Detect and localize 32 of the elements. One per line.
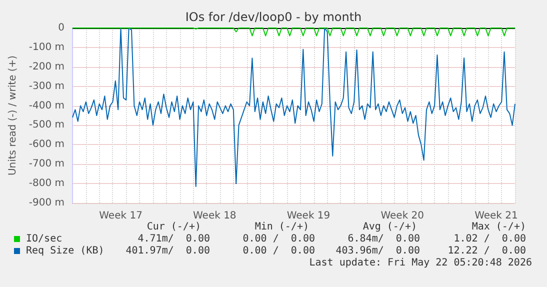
text: 0.00 / 0.00 <box>242 234 315 244</box>
text: Avg (-/+) <box>362 222 417 232</box>
y-tick-label: -600 m <box>28 139 65 150</box>
y-tick-label: -200 m <box>28 61 65 72</box>
text: Min (-/+) <box>254 222 309 232</box>
x-tick-label: Week 19 <box>286 210 330 222</box>
legend-label: Req Size (KB) <box>26 246 104 256</box>
chart-title: IOs for /dev/loop0 - by month <box>185 10 362 24</box>
y-tick-label: -900 m <box>28 198 65 208</box>
text: 6.84m/ 0.00 <box>348 234 420 244</box>
text: 12.22 / 0.00 <box>448 246 526 256</box>
y-tick-label: -700 m <box>28 158 65 170</box>
legend-label: IO/sec <box>26 234 62 244</box>
text: 1.02 / 0.00 <box>454 234 526 244</box>
text: 401.97m/ 0.00 <box>126 246 210 256</box>
x-tick-label: Week 17 <box>99 210 142 222</box>
y-tick-label: -800 m <box>28 178 65 190</box>
text: 4.71m/ 0.00 <box>138 234 210 244</box>
text: Max (-/+) <box>472 222 526 232</box>
y-tick-label: -300 m <box>28 80 65 92</box>
x-tick-label: Week 18 <box>192 210 236 222</box>
y-tick-label: -400 m <box>28 100 65 112</box>
x-tick-label: Week 21 <box>474 210 518 222</box>
text: Last update: Fri May 22 05:20:48 2026 <box>309 258 532 268</box>
y-tick-label: 0 <box>58 22 65 34</box>
text: 0.00 / 0.00 <box>242 246 315 256</box>
y-tick-label: -500 m <box>28 120 65 131</box>
y-tick-label: -100 m <box>28 42 65 53</box>
text: Cur (-/+) <box>146 222 201 232</box>
x-tick-label: Week 20 <box>380 210 424 222</box>
text: 403.96m/ 0.00 <box>336 246 420 256</box>
y-axis-title: Units read (-) / write (+) <box>8 55 18 176</box>
